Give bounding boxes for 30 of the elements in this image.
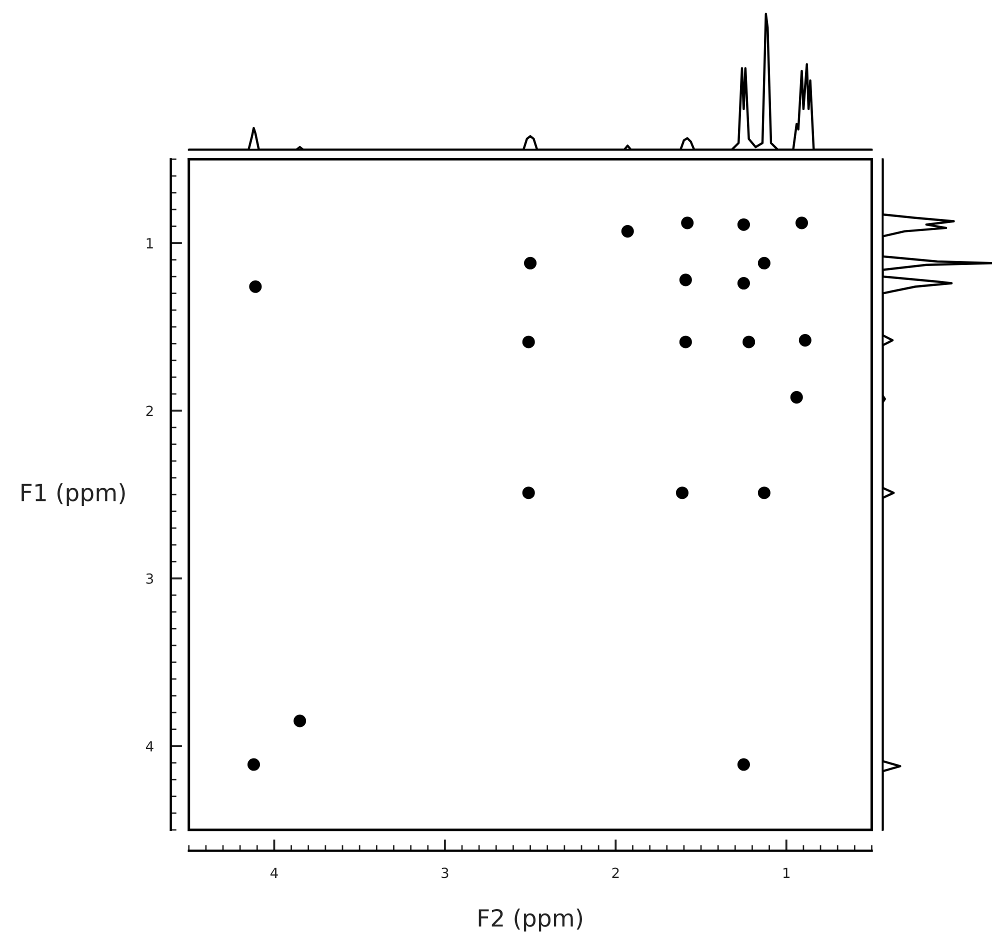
y-tick-label: 4 — [146, 741, 154, 752]
point — [737, 277, 750, 290]
x-tick-label: 2 — [612, 868, 619, 878]
y-axis-title: F1 (ppm) — [22, 483, 125, 506]
point — [758, 256, 770, 270]
point — [798, 334, 812, 347]
point — [758, 486, 770, 500]
y-tick-label: 1 — [146, 238, 153, 248]
point — [294, 714, 306, 728]
point — [790, 391, 803, 404]
y-tick-label: 3 — [146, 573, 154, 584]
point — [249, 280, 262, 293]
point — [522, 486, 535, 500]
point — [676, 486, 689, 500]
point — [524, 256, 537, 270]
point — [742, 336, 756, 348]
x-tick-label: 1 — [783, 868, 790, 878]
y-tick-label: 2 — [146, 406, 153, 416]
point — [522, 336, 535, 348]
point — [247, 758, 260, 771]
point — [795, 216, 808, 230]
point — [679, 274, 692, 286]
x-tick-label: 4 — [270, 868, 278, 878]
point — [621, 225, 634, 238]
point — [737, 758, 750, 771]
x-axis-title: F2 (ppm) — [478, 908, 582, 932]
x-tick-label: 3 — [442, 868, 448, 878]
point — [679, 336, 692, 348]
point — [681, 216, 694, 230]
point — [737, 218, 750, 231]
